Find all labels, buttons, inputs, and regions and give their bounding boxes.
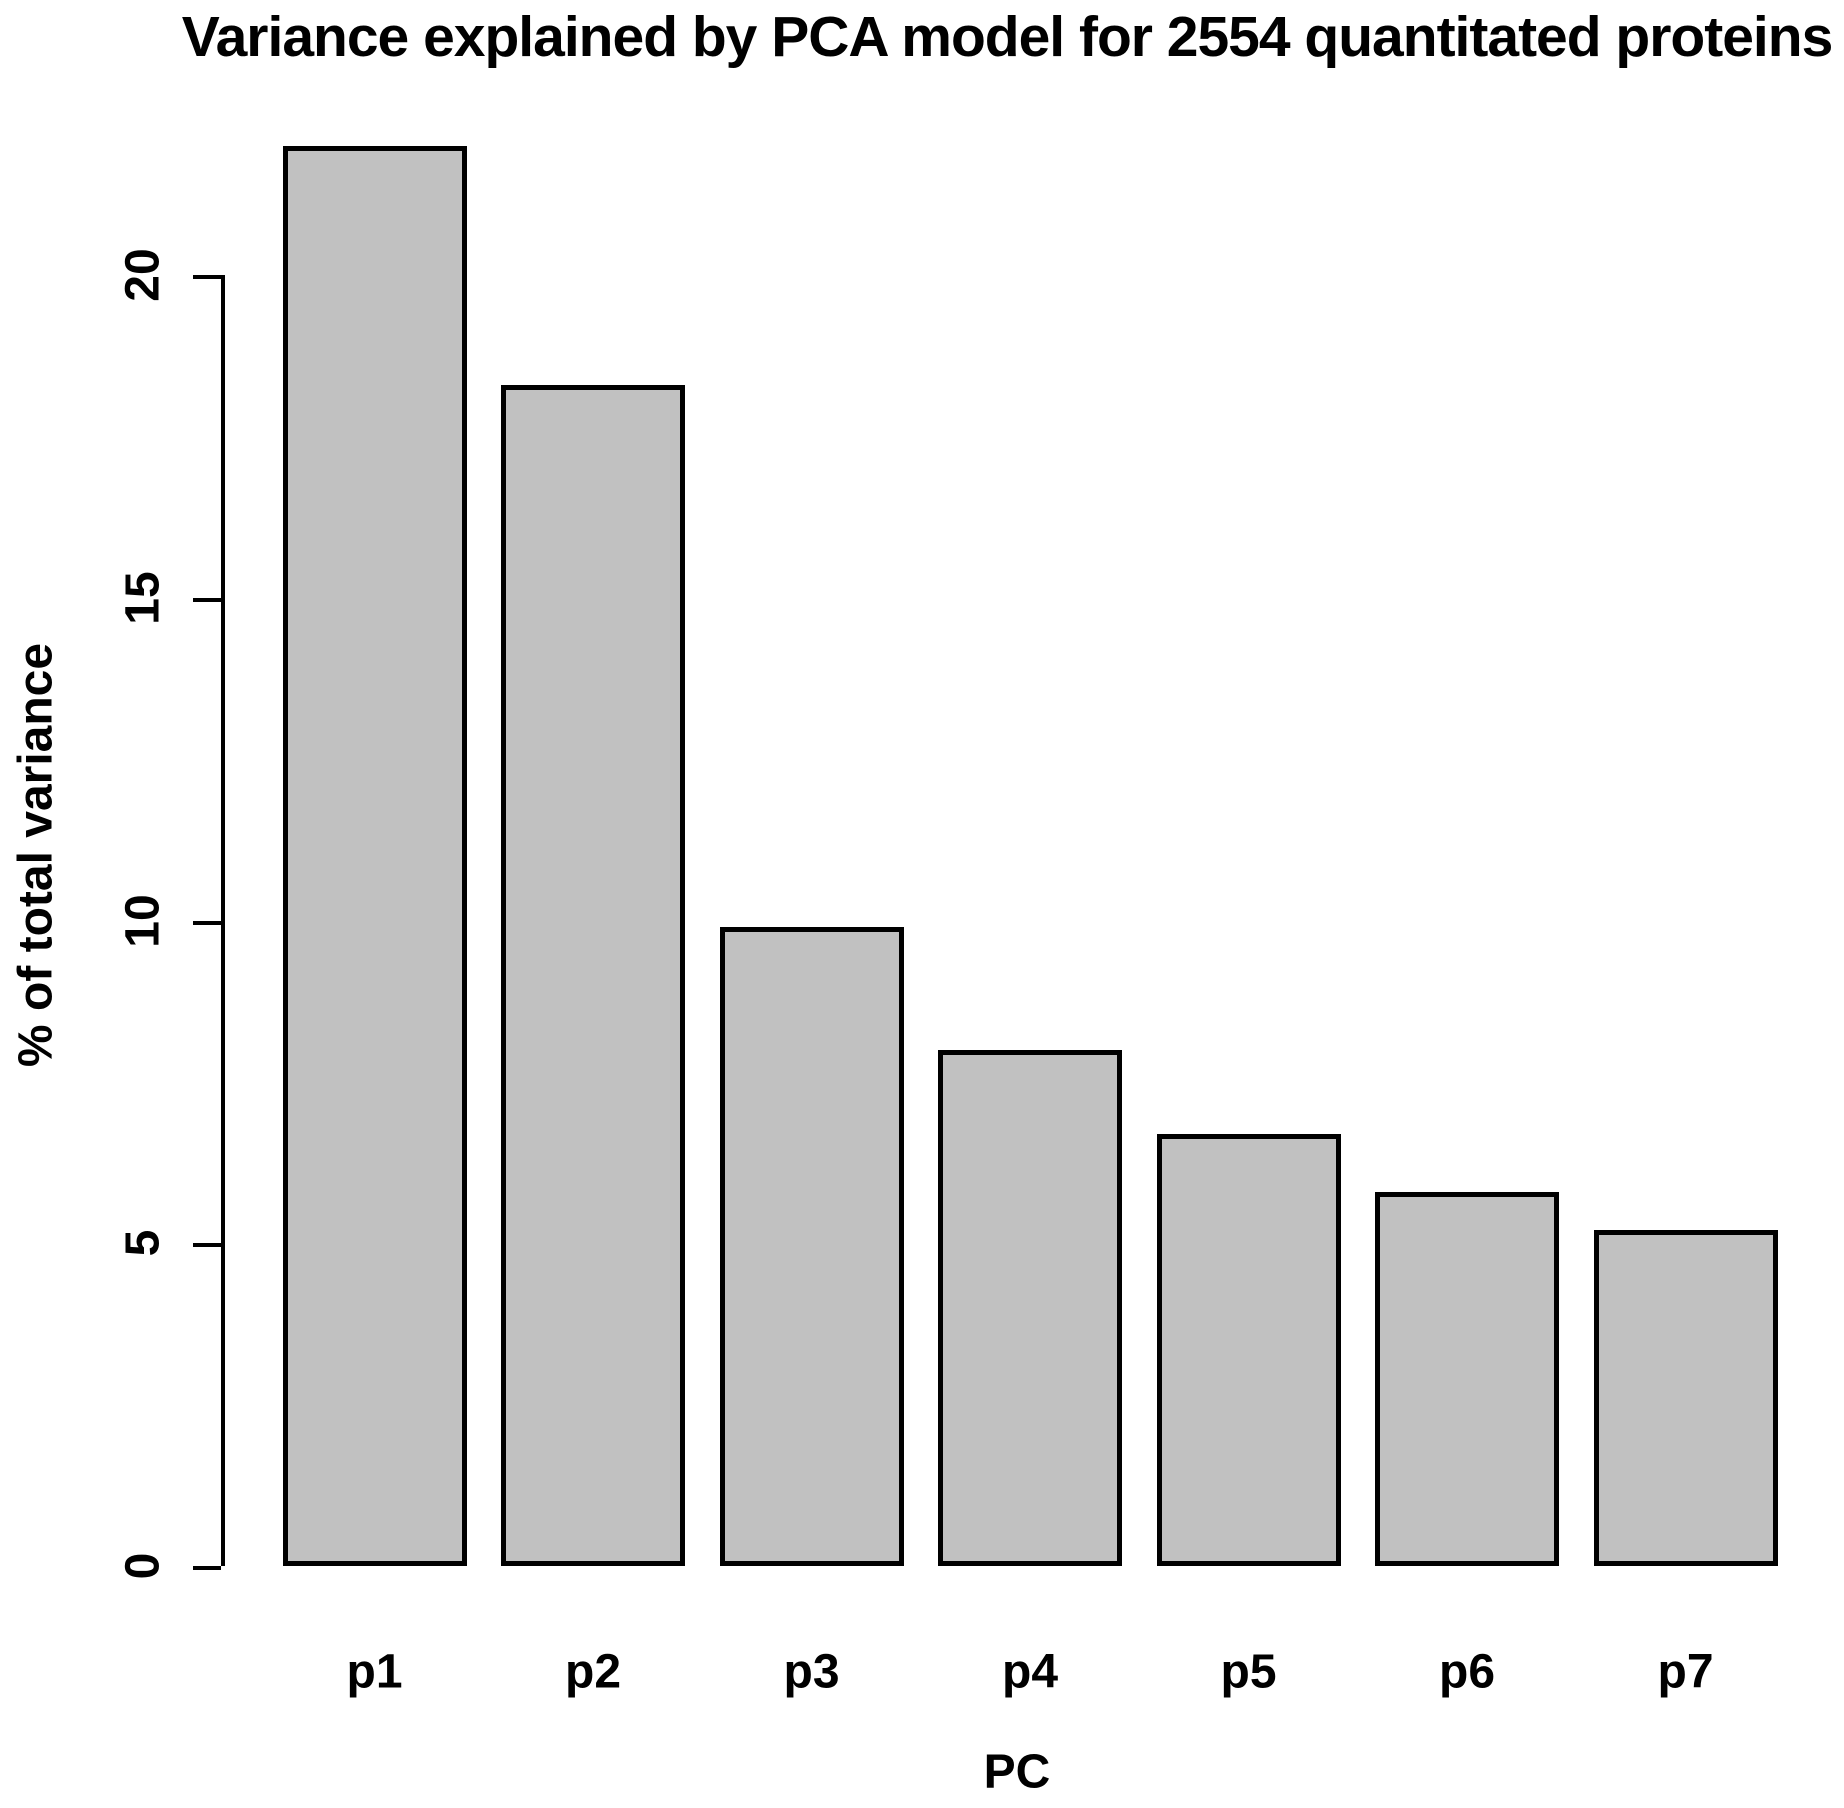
y-tick-label-5: 5 (116, 1229, 170, 1257)
bar-p6 (1375, 1191, 1559, 1566)
x-cat-label-p5: p5 (1220, 1645, 1277, 1699)
plot-area: 0 5 10 15 20 p1 p2 p3 p4 p5 p6 p7 (117, 145, 1810, 1699)
y-tick-20 (193, 275, 221, 279)
y-axis-line (221, 275, 225, 1566)
x-cat-label-p3: p3 (783, 1645, 840, 1699)
y-tick-5 (193, 1243, 221, 1248)
y-tick-label-15: 15 (116, 571, 170, 625)
x-cat-label-p1: p1 (346, 1645, 403, 1699)
y-tick-label-10: 10 (116, 893, 170, 948)
y-tick-10 (193, 920, 221, 925)
bar-p7 (1593, 1230, 1778, 1566)
y-tick-0 (193, 1566, 221, 1570)
bar-p5 (1156, 1133, 1341, 1566)
y-axis-title: % of total variance (9, 642, 63, 1068)
bar-p1 (282, 145, 467, 1566)
bar-p2 (501, 384, 685, 1566)
chart-title: Variance explained by PCA model for 2554… (181, 5, 1834, 69)
x-cat-label-p7: p7 (1657, 1645, 1714, 1699)
x-cat-label-p6: p6 (1438, 1645, 1496, 1699)
x-axis-title: PC (983, 1745, 1051, 1799)
bar-p4 (938, 1049, 1122, 1566)
x-cat-label-p2: p2 (564, 1645, 622, 1699)
bar-p3 (719, 926, 904, 1566)
y-tick-15 (193, 597, 221, 602)
y-tick-label-0: 0 (116, 1552, 170, 1580)
x-cat-label-p4: p4 (1001, 1645, 1059, 1699)
y-tick-label-20: 20 (116, 248, 170, 302)
